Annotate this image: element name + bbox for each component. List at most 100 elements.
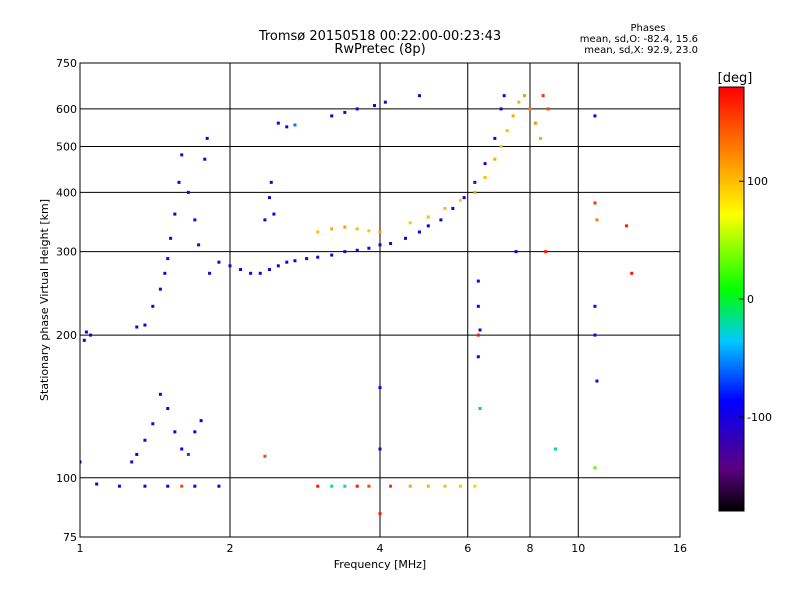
y-tick-label: 100: [56, 472, 77, 485]
data-point: [285, 260, 289, 264]
data-point: [473, 190, 477, 194]
data-point: [473, 484, 477, 488]
data-point: [130, 460, 134, 464]
data-point: [533, 121, 537, 125]
data-point: [269, 180, 273, 184]
data-point: [217, 484, 221, 488]
data-point: [208, 271, 212, 275]
data-point: [426, 484, 430, 488]
data-point: [135, 452, 139, 456]
data-point: [541, 94, 545, 98]
data-points: [80, 94, 634, 516]
colorbar-tick-label: -100: [747, 411, 772, 424]
data-point: [355, 107, 359, 111]
data-point: [197, 243, 201, 247]
data-point: [625, 224, 629, 228]
data-point: [293, 123, 297, 127]
colorbar-ticks: 100 0 -100: [739, 175, 772, 424]
y-tick-label: 600: [56, 103, 77, 116]
data-point: [417, 94, 421, 98]
data-point: [476, 333, 480, 337]
data-point: [205, 136, 209, 140]
data-point: [443, 484, 447, 488]
data-point: [316, 255, 320, 259]
data-point: [544, 250, 548, 254]
data-point: [478, 407, 482, 411]
stats-header: Phases: [630, 23, 665, 34]
data-point: [553, 447, 557, 451]
data-point: [593, 333, 597, 337]
data-point: [408, 484, 412, 488]
data-point: [316, 230, 320, 234]
data-point: [186, 190, 190, 194]
data-point: [630, 271, 634, 275]
x-tick-label: 10: [571, 542, 585, 555]
data-point: [462, 196, 466, 200]
data-point: [135, 325, 139, 329]
data-point: [593, 466, 597, 470]
data-point: [378, 243, 382, 247]
data-point: [267, 196, 271, 200]
data-point: [517, 100, 521, 104]
data-point: [343, 225, 347, 229]
data-point: [546, 107, 550, 111]
data-point: [476, 304, 480, 308]
data-point: [166, 484, 170, 488]
data-point: [228, 264, 232, 268]
data-point: [367, 484, 371, 488]
data-point: [258, 271, 262, 275]
data-point: [514, 250, 518, 254]
data-point: [84, 330, 88, 334]
data-point: [316, 484, 320, 488]
data-point: [389, 484, 393, 488]
data-point: [426, 215, 430, 219]
x-tick-label: 4: [377, 542, 384, 555]
data-point: [89, 333, 93, 337]
data-point: [330, 484, 334, 488]
data-point: [330, 253, 334, 257]
data-point: [383, 100, 387, 104]
data-point: [239, 268, 243, 272]
data-point: [276, 121, 280, 125]
data-point: [355, 227, 359, 231]
data-point: [217, 260, 221, 264]
y-axis-label: Stationary phase Virtual Height [km]: [38, 199, 51, 401]
data-point: [499, 144, 503, 148]
x-tick-label: 6: [464, 542, 471, 555]
data-point: [151, 304, 155, 308]
data-point: [458, 198, 462, 202]
data-point: [523, 94, 527, 98]
data-point: [367, 246, 371, 250]
data-point: [80, 460, 82, 464]
data-point: [193, 218, 197, 222]
data-point: [443, 206, 447, 210]
data-point: [143, 438, 147, 442]
stats-x: mean, sd,X: 92.9, 23.0: [584, 45, 698, 56]
data-point: [343, 110, 347, 114]
data-point: [378, 512, 382, 516]
data-point: [451, 206, 455, 210]
data-point: [417, 230, 421, 234]
data-point: [330, 114, 334, 118]
data-point: [285, 125, 289, 129]
data-point: [263, 218, 267, 222]
x-tick-label: 2: [227, 542, 234, 555]
data-point: [305, 257, 309, 261]
data-point: [595, 218, 599, 222]
data-point: [355, 248, 359, 252]
x-axis-ticks: 1 2 4 6 8 10 16: [77, 542, 688, 555]
data-point: [593, 201, 597, 205]
grid-lines: [80, 63, 680, 537]
y-axis-ticks: 75 100 200 300 400 500 600 750: [56, 57, 77, 544]
y-tick-label: 75: [63, 531, 77, 544]
data-point: [193, 430, 197, 434]
data-point: [476, 279, 480, 283]
data-point: [378, 447, 382, 451]
data-point: [493, 157, 497, 161]
y-tick-label: 300: [56, 246, 77, 259]
data-point: [483, 176, 487, 180]
data-point: [426, 224, 430, 228]
data-point: [378, 230, 382, 234]
data-point: [82, 338, 86, 342]
data-point: [158, 287, 162, 291]
